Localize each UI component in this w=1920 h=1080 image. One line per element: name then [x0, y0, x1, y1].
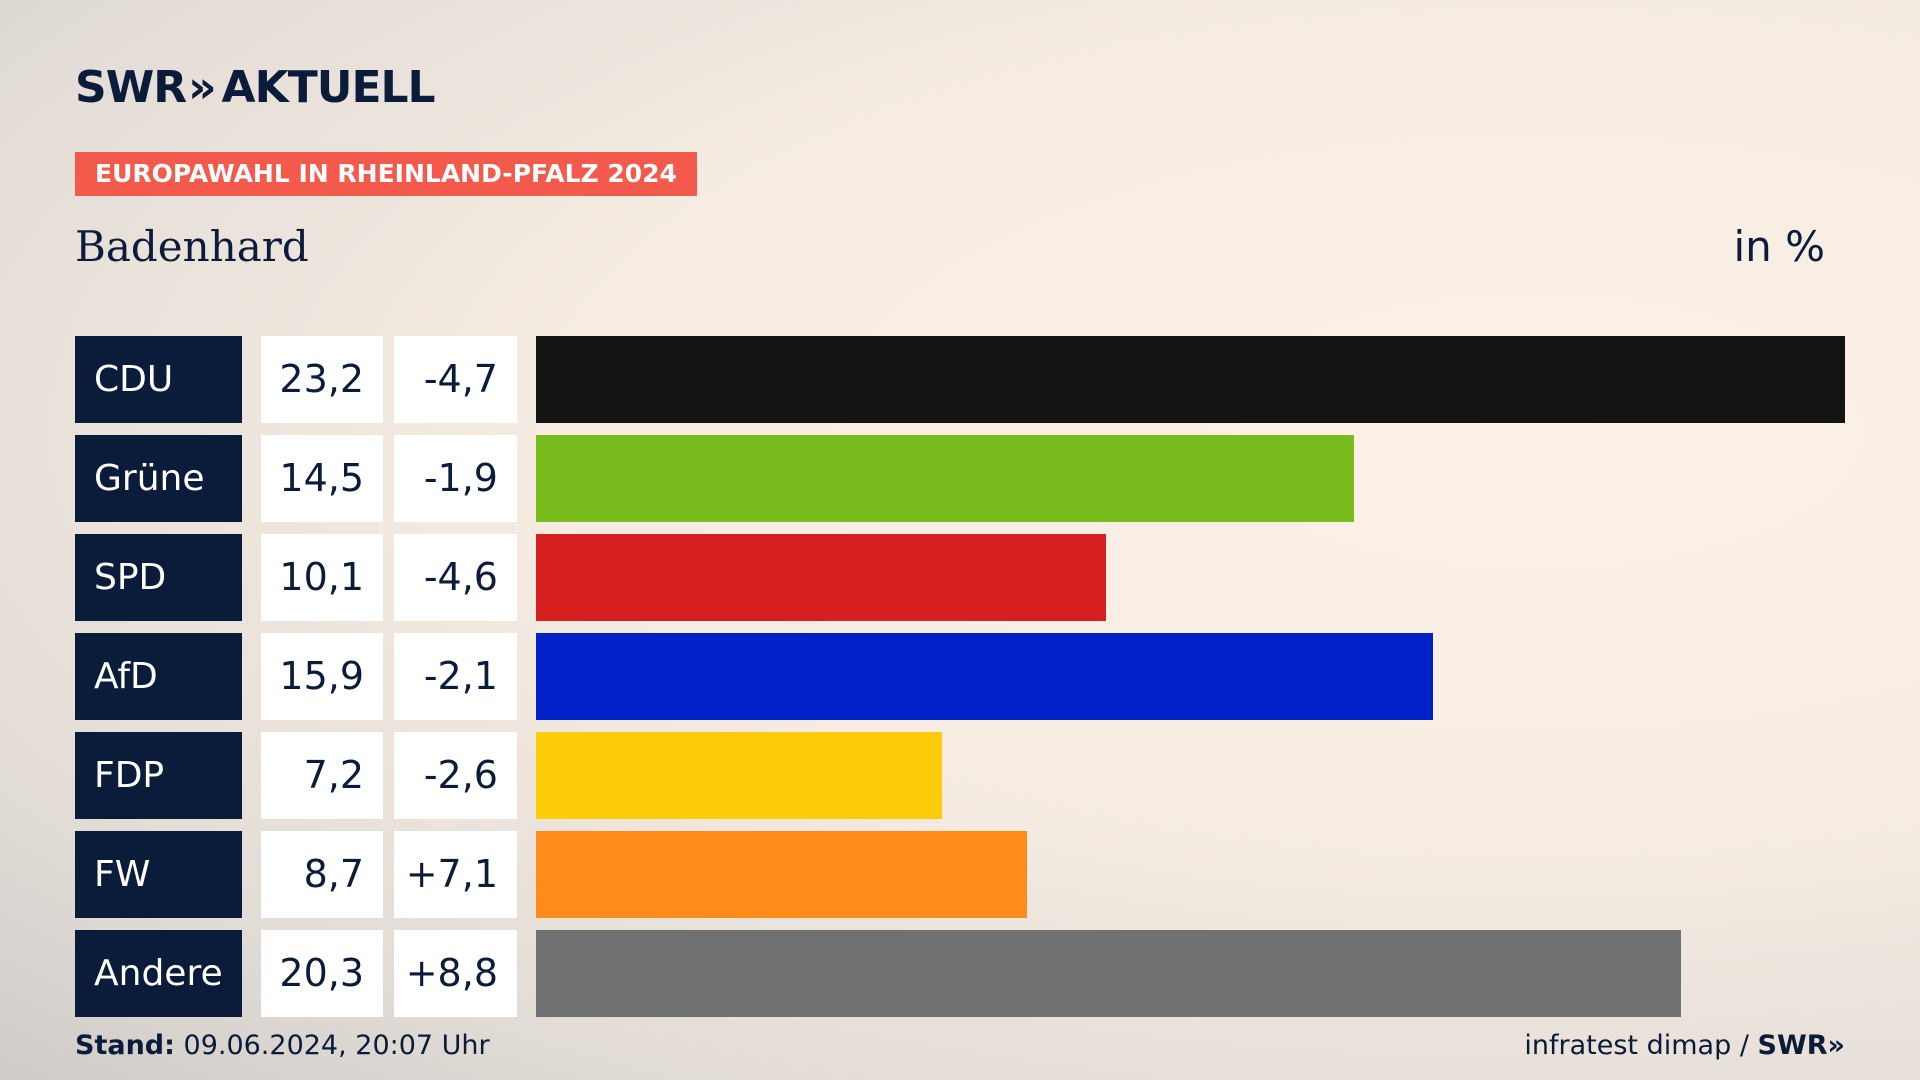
result-row: AfD 15,9 -2,1	[0, 633, 1920, 720]
result-bar	[536, 534, 1106, 621]
change-value: +7,1	[394, 831, 517, 918]
change-value: -2,6	[394, 732, 517, 819]
vote-share-value: 14,5	[261, 435, 383, 522]
result-bar	[536, 435, 1354, 522]
party-label: SPD	[75, 534, 242, 621]
vote-share-value: 10,1	[261, 534, 383, 621]
election-kicker: EUROPAWAHL IN RHEINLAND-PFALZ 2024	[75, 152, 697, 196]
change-value: -2,1	[394, 633, 517, 720]
change-value: -4,6	[394, 534, 517, 621]
vote-share-value: 23,2	[261, 336, 383, 423]
unit-label: in %	[1733, 222, 1825, 271]
party-label: Andere	[75, 930, 242, 1017]
logo-swr: SWR	[75, 62, 187, 113]
result-bar	[536, 336, 1845, 423]
footer-chevron-icon: »	[1827, 1030, 1845, 1061]
vote-share-value: 7,2	[261, 732, 383, 819]
stand-label: Stand:	[75, 1030, 175, 1061]
municipality-title: Badenhard	[75, 222, 309, 271]
result-row: CDU 23,2 -4,7	[0, 336, 1920, 423]
result-row: Grüne 14,5 -1,9	[0, 435, 1920, 522]
result-bar	[536, 930, 1681, 1017]
party-label: Grüne	[75, 435, 242, 522]
source-separator: /	[1739, 1030, 1749, 1061]
vote-share-value: 8,7	[261, 831, 383, 918]
footer-brand-name: SWR	[1757, 1030, 1828, 1061]
change-value: +8,8	[394, 930, 517, 1017]
result-row: FDP 7,2 -2,6	[0, 732, 1920, 819]
vote-share-value: 15,9	[261, 633, 383, 720]
source-credit: infratest dimap / SWR»	[1524, 1030, 1845, 1061]
vote-share-value: 20,3	[261, 930, 383, 1017]
party-label: CDU	[75, 336, 242, 423]
swr-aktuell-logo: SWR» AKTUELL	[75, 62, 436, 113]
change-value: -1,9	[394, 435, 517, 522]
chevron-logo-icon: »	[188, 62, 216, 113]
result-bar	[536, 633, 1433, 720]
party-label: FW	[75, 831, 242, 918]
result-row: Andere 20,3 +8,8	[0, 930, 1920, 1017]
source-name: infratest dimap	[1524, 1030, 1732, 1061]
change-value: -4,7	[394, 336, 517, 423]
footer-brand: SWR»	[1758, 1030, 1845, 1061]
result-bar	[536, 831, 1027, 918]
logo-aktuell: AKTUELL	[221, 62, 436, 113]
result-bar	[536, 732, 942, 819]
result-row: FW 8,7 +7,1	[0, 831, 1920, 918]
stand-value: 09.06.2024, 20:07 Uhr	[183, 1030, 490, 1061]
result-row: SPD 10,1 -4,6	[0, 534, 1920, 621]
timestamp: Stand: 09.06.2024, 20:07 Uhr	[75, 1030, 490, 1061]
party-label: AfD	[75, 633, 242, 720]
party-label: FDP	[75, 732, 242, 819]
